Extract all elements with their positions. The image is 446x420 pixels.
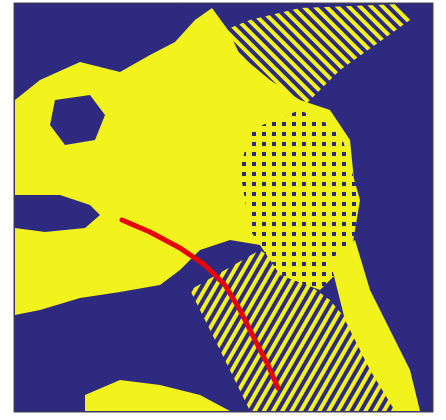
occupancy-map: [0, 0, 446, 420]
page: [0, 0, 446, 420]
right-open: [360, 40, 432, 320]
